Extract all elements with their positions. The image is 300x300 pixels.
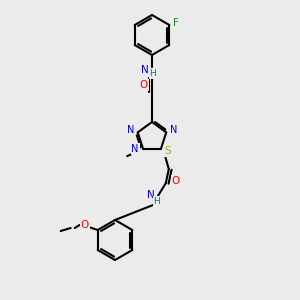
Text: O: O [81, 220, 89, 230]
Text: S: S [164, 146, 171, 156]
Text: O: O [140, 80, 148, 90]
Text: N: N [147, 190, 155, 200]
Text: H: H [153, 196, 160, 206]
Text: N: N [141, 65, 149, 75]
Text: N: N [131, 144, 139, 154]
Text: N: N [169, 125, 177, 135]
Text: O: O [172, 176, 180, 186]
Text: N: N [127, 125, 134, 135]
Text: H: H [150, 70, 156, 79]
Text: F: F [173, 18, 179, 28]
